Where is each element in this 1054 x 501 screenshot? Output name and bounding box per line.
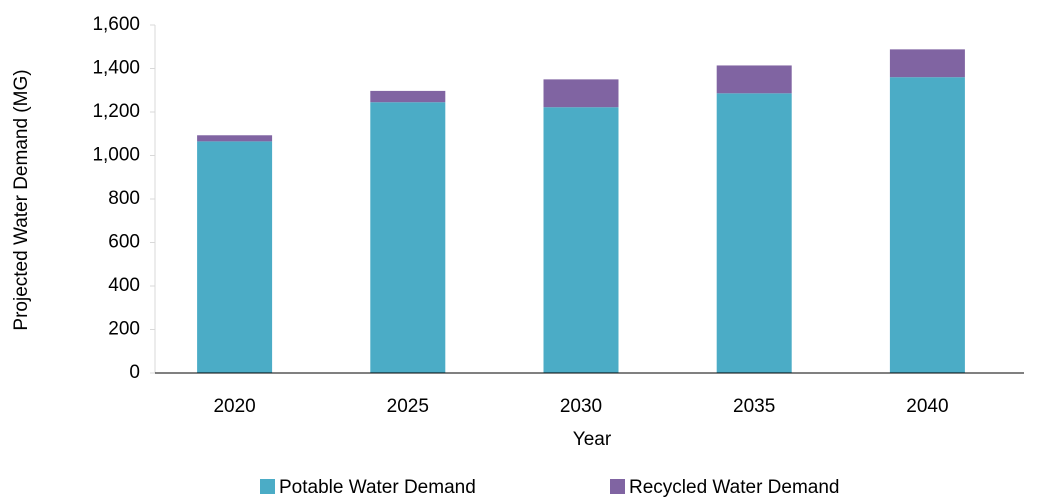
legend-swatch — [610, 479, 625, 494]
y-tick-label: 600 — [108, 232, 140, 253]
bar-segment — [370, 102, 446, 374]
legend-swatch — [260, 479, 275, 494]
x-tick-label: 2025 — [387, 396, 429, 417]
x-tick-label: 2020 — [213, 396, 255, 417]
y-tick-label: 1,200 — [92, 101, 140, 122]
y-tick-label: 400 — [108, 275, 140, 296]
legend-label: Potable Water Demand — [279, 477, 476, 498]
bar-segment — [716, 93, 792, 374]
y-tick-label: 1,000 — [92, 145, 140, 166]
bar-segment — [889, 77, 965, 373]
y-tick-label: 800 — [108, 188, 140, 209]
x-tick-label: 2040 — [906, 396, 948, 417]
y-tick-label: 0 — [129, 362, 140, 383]
x-axis-title: Year — [573, 429, 612, 450]
x-tick-label: 2035 — [733, 396, 775, 417]
y-tick-label: 1,400 — [92, 58, 140, 79]
bar-segment — [543, 107, 619, 373]
x-tick-label: 2030 — [560, 396, 602, 417]
y-tick-label: 200 — [108, 319, 140, 340]
legend-label: Recycled Water Demand — [629, 477, 839, 498]
bar-segment — [716, 65, 792, 94]
bar-segment — [197, 141, 273, 373]
bar-segment — [197, 135, 273, 142]
y-axis-title: Projected Water Demand (MG) — [11, 69, 32, 330]
y-tick-label: 1,600 — [92, 14, 140, 35]
bar-segment — [543, 79, 619, 108]
bar-segment — [889, 49, 965, 78]
bar-segment — [370, 90, 446, 103]
